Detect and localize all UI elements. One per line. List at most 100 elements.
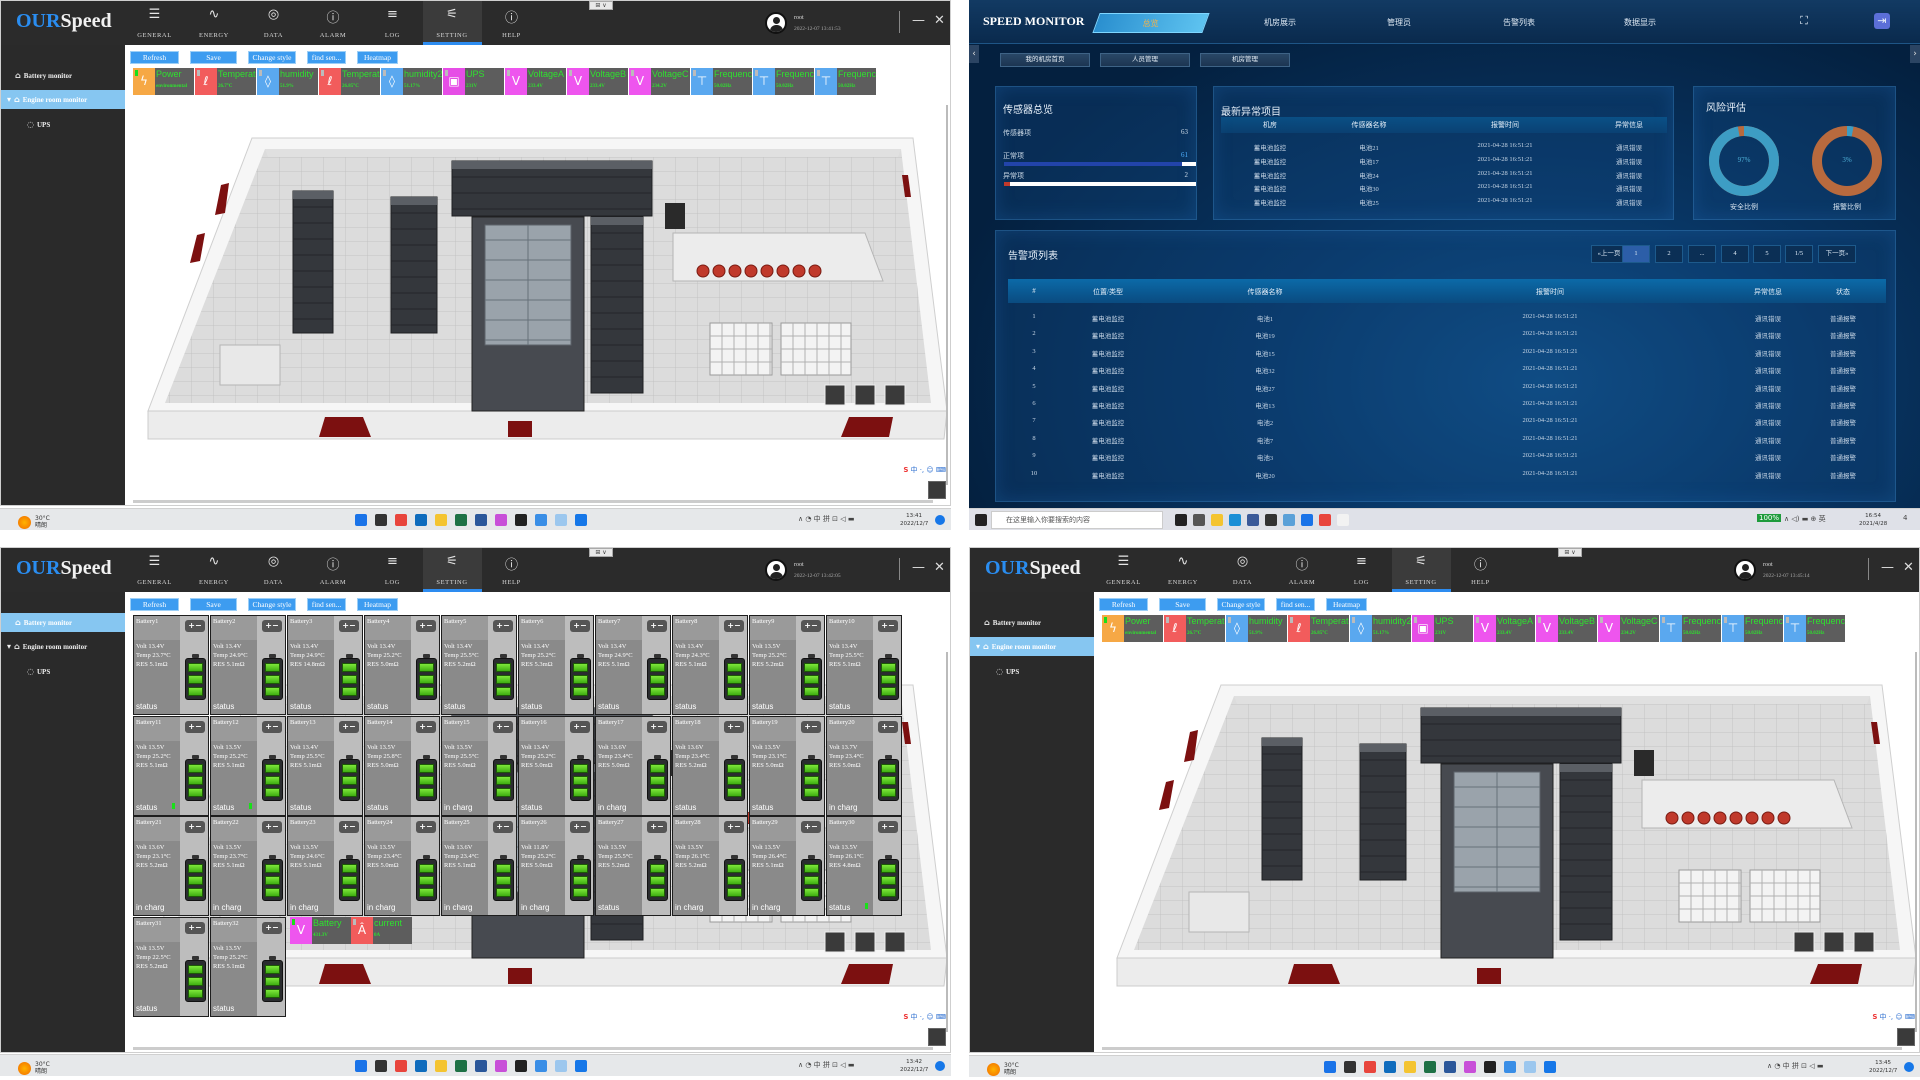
table-row[interactable]: 1 蓄电池监控 电池1 2021-04-28 16:51:21 通讯错误 普通报警 — [996, 311, 1897, 327]
nav-tab-alarm[interactable]: ⓘ ALARM — [1273, 548, 1332, 592]
pagination-button[interactable]: 5 — [1753, 245, 1781, 263]
nav-tab-2[interactable]: 管理员 — [1344, 13, 1454, 33]
battery-card[interactable]: Battery22 +− Volt 13.5V Temp 23.7°C RES 5.1m… — [210, 816, 286, 916]
battery-card[interactable]: Battery19 +− Volt 13.5V Temp 23.1°C RES 5.0m… — [749, 715, 825, 816]
terminal-icon[interactable] — [515, 514, 527, 526]
scroll-top-button[interactable] — [928, 1028, 946, 1046]
taskbar-clock[interactable]: 13:42 2022/12/7 — [900, 1058, 928, 1074]
sensor-tile-humidity[interactable]: ◊ humidity 51.9% — [1226, 615, 1287, 642]
battery-card[interactable]: Battery10 +− Volt 13.4V Temp 25.5°C RES 5.1m… — [826, 615, 902, 715]
pagination-button[interactable]: 1 — [1622, 245, 1650, 263]
color-picker-icon[interactable] — [495, 1060, 507, 1072]
sensor-tile-ups[interactable]: ▣ UPS 231V — [1412, 615, 1473, 642]
sensor-tile-frequency[interactable]: ⊤Frequency 50.02Hz — [1784, 615, 1845, 642]
nav-tab-energy[interactable]: ∿ ENERGY — [185, 1, 244, 45]
nav-tab-general[interactable]: ☰ GENERAL — [125, 548, 184, 592]
battery-card[interactable]: Battery25 +− Volt 13.6V Temp 23.4°C RES 5.1m… — [441, 816, 517, 916]
close-button[interactable]: ✕ — [934, 560, 945, 575]
color-picker-icon[interactable] — [1464, 1061, 1476, 1073]
sidebar-item-battery-monitor[interactable]: ⌂ Battery monitor — [1, 613, 125, 632]
battery-card[interactable]: Battery15 +− Volt 13.5V Temp 25.5°C RES 5.0m… — [441, 715, 517, 816]
subtab-1[interactable]: 人员管理 — [1100, 53, 1190, 67]
sidebar-item-battery-monitor[interactable]: ⌂ Battery monitor — [970, 613, 1094, 632]
chrome-icon[interactable] — [395, 1060, 407, 1072]
nav-tab-energy[interactable]: ∿ ENERGY — [1154, 548, 1213, 592]
active-app-icon[interactable] — [575, 1060, 587, 1072]
nav-tab-data[interactable]: ◎ DATA — [244, 548, 303, 592]
table-row[interactable]: 4 蓄电池监控 电池32 2021-04-28 16:51:21 通讯错误 普通报警 — [996, 363, 1897, 379]
battery-card[interactable]: Battery11 +− Volt 13.5V Temp 25.2°C RES 5.1m… — [133, 715, 209, 816]
toolbar-button-heatmap[interactable]: Heatmap — [1326, 598, 1367, 611]
sensor-tile-power[interactable]: ϟ Power environmental — [1102, 615, 1163, 642]
toolbar-button-change-style[interactable]: Change style — [248, 51, 296, 64]
horizontal-scrollbar[interactable] — [133, 500, 933, 503]
toolbar-button-refresh[interactable]: Refresh — [130, 598, 179, 611]
nav-tab-setting[interactable]: ⚟ SETTING — [422, 548, 482, 592]
system-tray[interactable]: ∧ ◔ 中 拼 ⊡ ◁ ▬ — [798, 1061, 855, 1069]
logout-icon[interactable]: ⇥ — [1874, 13, 1890, 29]
system-tray[interactable]: ∧ ◁) ▬ ⊕ 英 — [1784, 515, 1826, 523]
nav-tab-log[interactable]: ≡ LOG — [363, 548, 422, 592]
battery-card[interactable]: Battery12 +− Volt 13.5V Temp 25.2°C RES 5.1m… — [210, 715, 286, 816]
battery-card[interactable]: Battery32 +− Volt 13.5V Temp 25.2°C RES 5.1m… — [210, 916, 286, 1017]
battery-card[interactable]: Battery30 +− Volt 13.5V Temp 26.1°C RES 4.8m… — [826, 816, 902, 916]
terminal-icon[interactable] — [515, 1060, 527, 1072]
outlook-icon[interactable] — [415, 1060, 427, 1072]
battery-card[interactable]: Battery20 +− Volt 13.7V Temp 23.4°C RES 5.0m… — [826, 715, 902, 816]
taskbar-app-icon[interactable] — [1265, 514, 1277, 526]
sensor-tile-voltage[interactable]: V VoltageC 234.2V — [1598, 615, 1659, 642]
taskbar-app-icon[interactable] — [1193, 514, 1205, 526]
nav-tab-setting[interactable]: ⚟ SETTING — [1391, 548, 1451, 592]
nav-tab-log[interactable]: ≡ LOG — [1332, 548, 1391, 592]
sensor-tile-humidity[interactable]: ◊ humidity2 51.17% — [381, 68, 442, 95]
sensor-tile-humidity[interactable]: ◊ humidity 51.9% — [257, 68, 318, 95]
user-avatar[interactable] — [765, 559, 787, 581]
taskbar-app-icon[interactable] — [1175, 514, 1187, 526]
word-icon[interactable] — [475, 1060, 487, 1072]
battery-card[interactable]: Battery7 +− Volt 13.4V Temp 24.9°C RES 5.1mΩ… — [595, 615, 671, 715]
toolbar-button-change-style[interactable]: Change style — [248, 598, 296, 611]
windows-start-icon[interactable] — [355, 514, 367, 526]
nav-tab-1[interactable]: 机房展示 — [1225, 13, 1335, 33]
horizontal-scrollbar[interactable] — [133, 1047, 933, 1050]
app-icon[interactable] — [555, 514, 567, 526]
battery-card[interactable]: Battery16 +− Volt 13.4V Temp 25.2°C RES 5.0m… — [518, 715, 594, 816]
battery-card[interactable]: Battery24 +− Volt 13.5V Temp 23.4°C RES 5.0m… — [364, 816, 440, 916]
vertical-scrollbar[interactable] — [946, 105, 948, 485]
fullscreen-icon[interactable]: ⛶ — [1800, 14, 1808, 27]
sensor-tile-voltage[interactable]: V VoltageA 233.4V — [1474, 615, 1535, 642]
sidebar-item-engine-room-monitor[interactable]: ▾ ⌂ Engine room monitor — [970, 637, 1094, 656]
minimize-button[interactable]: — — [912, 560, 925, 575]
sidebar-item-ups[interactable]: ◌ UPS — [1, 662, 125, 681]
nav-tab-help[interactable]: ⓘ HELP — [482, 1, 541, 45]
file-explorer-icon[interactable] — [435, 1060, 447, 1072]
battery-card[interactable]: Battery21 +− Volt 13.6V Temp 23.1°C RES 5.2m… — [133, 816, 209, 916]
windows-start-icon[interactable] — [1324, 1061, 1336, 1073]
excel-icon[interactable] — [455, 514, 467, 526]
nav-tab-alarm[interactable]: ⓘ ALARM — [304, 1, 363, 45]
vertical-scrollbar[interactable] — [1915, 652, 1917, 1032]
taskbar-clock[interactable]: 13:41 2022/12/7 — [900, 512, 928, 528]
table-row[interactable]: 6 蓄电池监控 电池13 2021-04-28 16:51:21 通讯错误 普通报警 — [996, 398, 1897, 414]
excel-icon[interactable] — [1424, 1061, 1436, 1073]
pagination-button[interactable]: 1/5 — [1785, 245, 1813, 263]
taskbar-clock[interactable]: 16:54 2021/4/28 — [1859, 512, 1887, 528]
nav-tab-data[interactable]: ◎ DATA — [244, 1, 303, 45]
system-tray[interactable]: ∧ ◔ 中 拼 ⊡ ◁ ▬ — [798, 515, 855, 523]
battery-card[interactable]: Battery13 +− Volt 13.4V Temp 25.5°C RES 5.1m… — [287, 715, 363, 816]
nav-tab-4[interactable]: 数据显示 — [1585, 13, 1695, 33]
close-button[interactable]: ✕ — [934, 13, 945, 28]
word-icon[interactable] — [475, 514, 487, 526]
battery-card[interactable]: Battery4 +− Volt 13.4V Temp 25.2°C RES 5.0mΩ… — [364, 615, 440, 715]
sensor-tile-voltage[interactable]: V VoltageC 234.2V — [629, 68, 690, 95]
file-explorer-icon[interactable] — [435, 514, 447, 526]
nav-tab-alarm[interactable]: ⓘ ALARM — [304, 548, 363, 592]
nav-tab-0[interactable]: 总览 — [1092, 13, 1210, 33]
close-button[interactable]: ✕ — [1903, 560, 1914, 575]
table-row[interactable]: 2 蓄电池监控 电池19 2021-04-28 16:51:21 通讯错误 普通报警 — [996, 328, 1897, 344]
nav-tab-general[interactable]: ☰ GENERAL — [1094, 548, 1153, 592]
battery-card[interactable]: Battery8 +− Volt 13.4V Temp 24.3°C RES 5.1mΩ… — [672, 615, 748, 715]
windows-start-icon[interactable] — [975, 514, 987, 526]
